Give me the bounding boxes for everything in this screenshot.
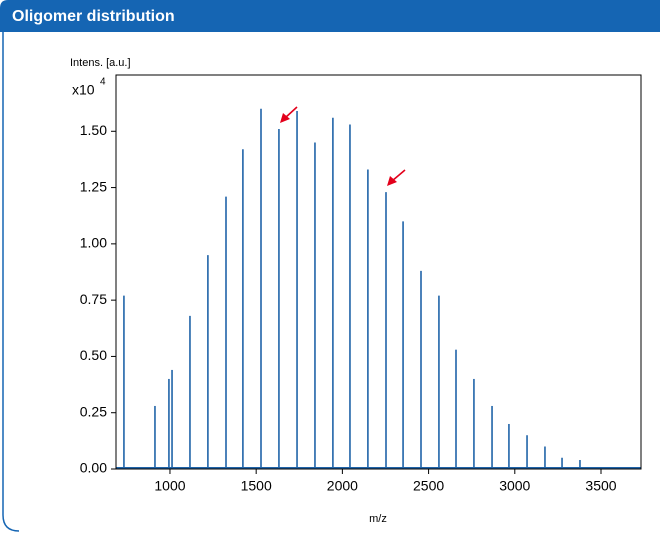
- y-tick-label: 0.50: [80, 347, 107, 363]
- y-multiplier: x10: [72, 82, 95, 98]
- panel-border: [2, 32, 20, 532]
- y-tick-label: 0.75: [80, 291, 107, 307]
- x-tick-label: 3000: [499, 478, 530, 494]
- plot-frame: [115, 74, 642, 470]
- y-tick-label: 0.00: [80, 460, 107, 476]
- header-bar: [0, 0, 660, 32]
- x-tick-label: 1500: [241, 478, 272, 494]
- x-tick-label: 3500: [585, 478, 616, 494]
- arrow: [387, 169, 406, 186]
- arrow: [280, 106, 298, 123]
- y-axis-label: Intens. [a.u.]: [70, 57, 131, 69]
- y-tick-label: 1.00: [80, 235, 107, 251]
- y-tick-label: 1.25: [80, 178, 107, 194]
- y-tick-label: 0.25: [80, 403, 107, 419]
- y-tick-label: 1.50: [80, 122, 107, 138]
- x-tick-label: 2000: [327, 478, 358, 494]
- x-tick-label: 1000: [154, 478, 185, 494]
- chart-title: Oligomer distribution: [12, 8, 175, 25]
- x-tick-label: 2500: [413, 478, 444, 494]
- y-multiplier-exponent: 4: [100, 77, 106, 88]
- x-axis-label: m/z: [369, 513, 387, 525]
